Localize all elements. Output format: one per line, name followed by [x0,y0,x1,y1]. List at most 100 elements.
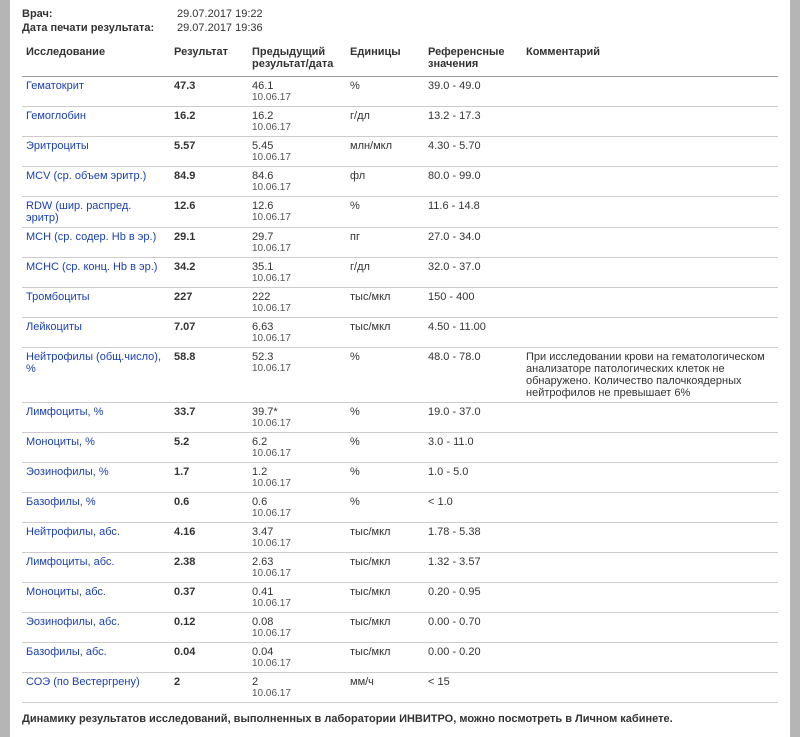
table-row: Лимфоциты, абс.2.382.6310.06.17тыс/мкл1.… [22,553,778,583]
cell-ref: 11.6 - 14.8 [424,197,522,228]
prev-value: 29.7 [252,231,342,243]
cell-result: 58.8 [170,348,248,403]
cell-unit: тыс/мкл [346,288,424,318]
cell-result: 2.38 [170,553,248,583]
cell-prev: 3.4710.06.17 [248,523,346,553]
cell-ref: 13.2 - 17.3 [424,107,522,137]
prev-date: 10.06.17 [252,448,342,459]
cell-comment [522,137,778,167]
cell-prev: 22210.06.17 [248,288,346,318]
prev-value: 2.63 [252,556,342,568]
prev-date: 10.06.17 [252,508,342,519]
cell-unit: тыс/мкл [346,523,424,553]
table-row: MCH (ср. содер. Hb в эр.)29.129.710.06.1… [22,228,778,258]
prev-value: 0.08 [252,616,342,628]
cell-prev: 0.4110.06.17 [248,583,346,613]
cell-comment [522,167,778,197]
cell-comment [522,583,778,613]
cell-comment [522,403,778,433]
cell-comment [522,523,778,553]
cell-comment [522,77,778,107]
cell-prev: 52.310.06.17 [248,348,346,403]
prev-value: 16.2 [252,110,342,122]
cell-result: 1.7 [170,463,248,493]
table-row: Гематокрит47.346.110.06.17%39.0 - 49.0 [22,77,778,107]
cell-result: 0.37 [170,583,248,613]
cell-test: СОЭ (по Вестергрену) [22,673,170,703]
prev-date: 10.06.17 [252,628,342,639]
cell-prev: 6.6310.06.17 [248,318,346,348]
table-row: Лимфоциты, %33.739.7*10.06.17%19.0 - 37.… [22,403,778,433]
cell-unit: % [346,348,424,403]
meta-print-value: 29.07.2017 19:36 [177,22,778,34]
prev-value: 6.63 [252,321,342,333]
cell-ref: 80.0 - 99.0 [424,167,522,197]
cell-ref: 32.0 - 37.0 [424,258,522,288]
cell-prev: 16.210.06.17 [248,107,346,137]
cell-test: Лейкоциты [22,318,170,348]
results-header-row: Исследование Результат Предыдущий резуль… [22,42,778,77]
cell-prev: 35.110.06.17 [248,258,346,288]
table-row: Тромбоциты22722210.06.17тыс/мкл150 - 400 [22,288,778,318]
prev-date: 10.06.17 [252,303,342,314]
prev-date: 10.06.17 [252,538,342,549]
cell-result: 0.04 [170,643,248,673]
cell-comment [522,433,778,463]
cell-test: MCHC (ср. конц. Hb в эр.) [22,258,170,288]
prev-value: 2 [252,676,342,688]
cell-test: Гематокрит [22,77,170,107]
prev-date: 10.06.17 [252,333,342,344]
table-row: MCV (ср. объем эритр.)84.984.610.06.17фл… [22,167,778,197]
prev-value: 84.6 [252,170,342,182]
cell-unit: тыс/мкл [346,318,424,348]
footnote: Динамику результатов исследований, выпол… [22,713,778,725]
header-prev: Предыдущий результат/дата [248,42,346,77]
cell-ref: < 15 [424,673,522,703]
cell-test: Эозинофилы, % [22,463,170,493]
cell-ref: 1.78 - 5.38 [424,523,522,553]
header-unit: Единицы [346,42,424,77]
cell-unit: мм/ч [346,673,424,703]
cell-test: Тромбоциты [22,288,170,318]
cell-unit: % [346,403,424,433]
meta-doctor-row: Врач: 29.07.2017 19:22 [22,8,778,20]
table-row: Нейтрофилы, абс.4.163.4710.06.17тыс/мкл1… [22,523,778,553]
prev-date: 10.06.17 [252,418,342,429]
cell-ref: 0.20 - 0.95 [424,583,522,613]
cell-result: 29.1 [170,228,248,258]
meta-doctor-label: Врач: [22,8,177,20]
cell-test: Гемоглобин [22,107,170,137]
prev-value: 5.45 [252,140,342,152]
results-table: Исследование Результат Предыдущий резуль… [22,42,778,703]
table-row: Базофилы, %0.60.610.06.17%< 1.0 [22,493,778,523]
cell-test: MCV (ср. объем эритр.) [22,167,170,197]
cell-comment [522,197,778,228]
table-row: Нейтрофилы (общ.число), %58.852.310.06.1… [22,348,778,403]
prev-value: 46.1 [252,80,342,92]
table-row: MCHC (ср. конц. Hb в эр.)34.235.110.06.1… [22,258,778,288]
table-row: Моноциты, %5.26.210.06.17%3.0 - 11.0 [22,433,778,463]
cell-test: Эритроциты [22,137,170,167]
results-body: Гематокрит47.346.110.06.17%39.0 - 49.0Ге… [22,77,778,703]
prev-value: 0.41 [252,586,342,598]
cell-comment [522,463,778,493]
cell-comment [522,318,778,348]
table-row: Лейкоциты7.076.6310.06.17тыс/мкл4.50 - 1… [22,318,778,348]
cell-ref: 0.00 - 0.20 [424,643,522,673]
prev-value: 12.6 [252,200,342,212]
cell-ref: 0.00 - 0.70 [424,613,522,643]
prev-value: 52.3 [252,351,342,363]
cell-test: Нейтрофилы, абс. [22,523,170,553]
table-row: Моноциты, абс.0.370.4110.06.17тыс/мкл0.2… [22,583,778,613]
cell-unit: г/дл [346,258,424,288]
cell-unit: млн/мкл [346,137,424,167]
report-sheet: Врач: 29.07.2017 19:22 Дата печати резул… [10,0,790,737]
cell-result: 0.12 [170,613,248,643]
table-row: RDW (шир. распред. эритр)12.612.610.06.1… [22,197,778,228]
cell-unit: % [346,433,424,463]
cell-prev: 2.6310.06.17 [248,553,346,583]
meta-print-label: Дата печати результата: [22,22,177,34]
cell-comment [522,493,778,523]
cell-result: 84.9 [170,167,248,197]
cell-test: Базофилы, % [22,493,170,523]
